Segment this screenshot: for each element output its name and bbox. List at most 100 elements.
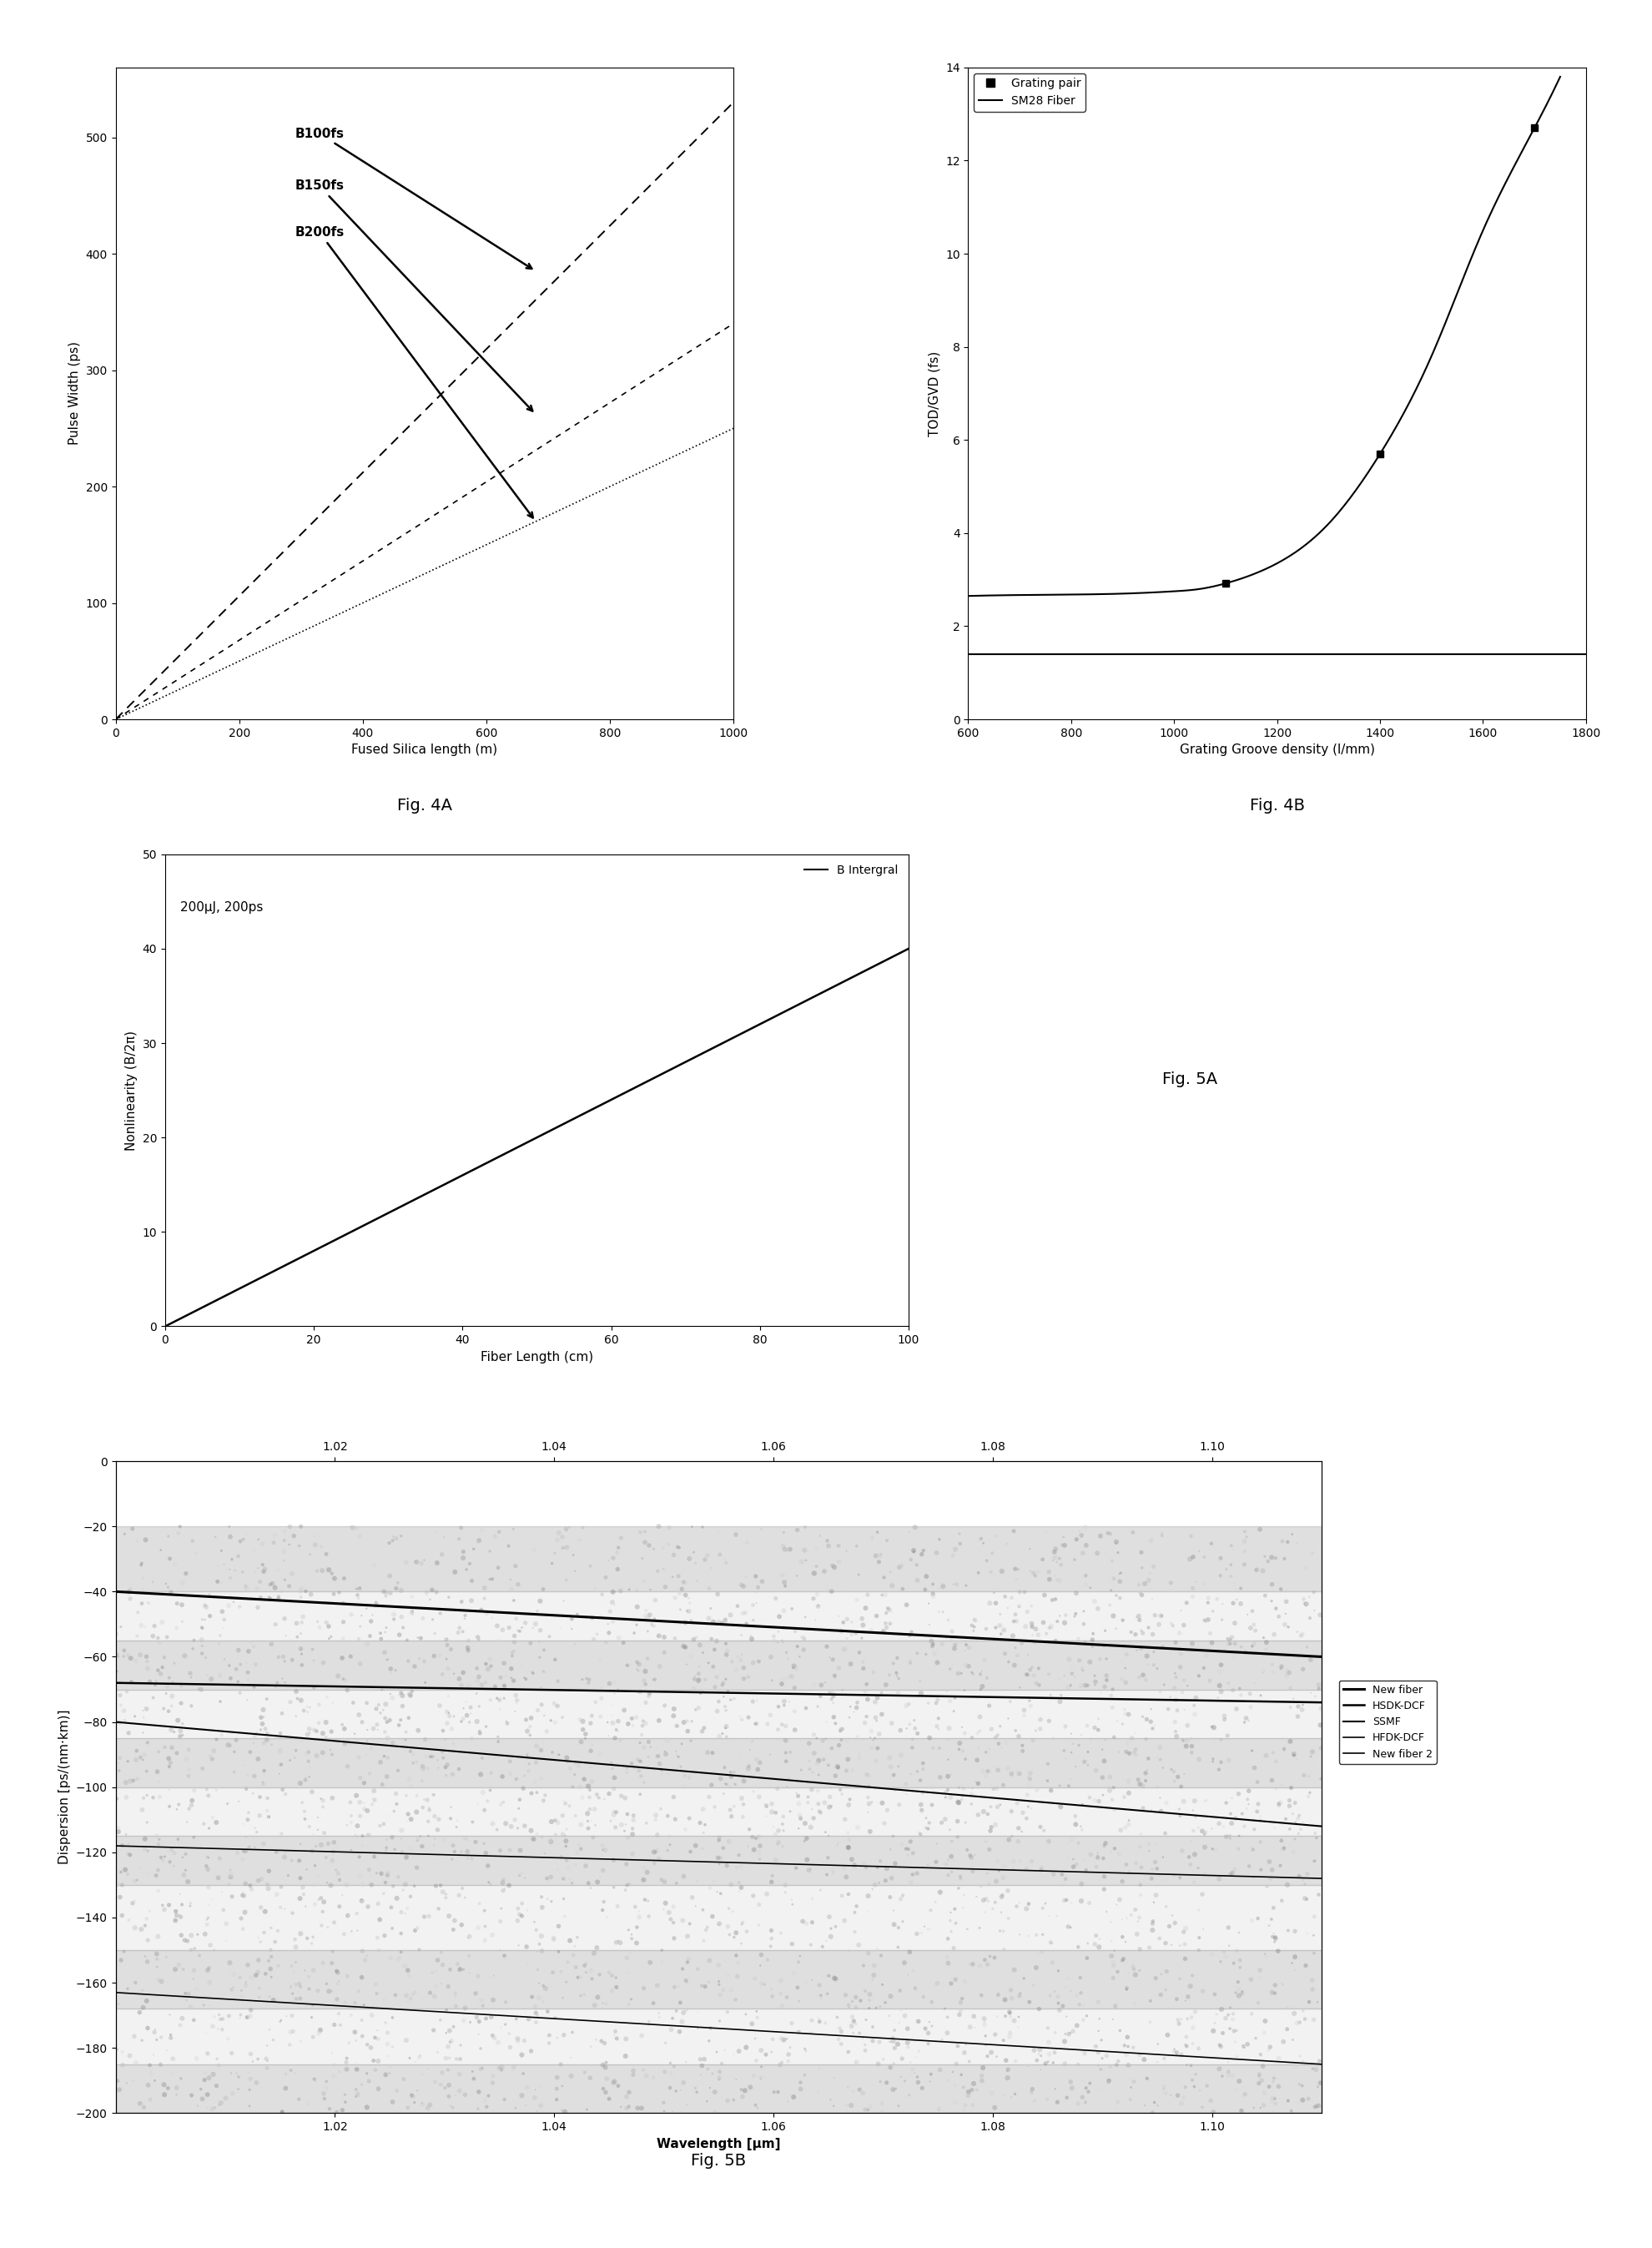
Point [1280,1796,1307,1832]
Point [502,1801,529,1837]
Point [1013,1801,1039,1837]
Point [264,1553,291,1589]
Point [1295,2082,1322,2118]
Point [1016,1769,1042,1805]
Point [1113,1969,1140,2005]
Point [398,1801,425,1837]
Point [282,1945,309,1980]
Point [720,1753,747,1789]
Point [572,1715,598,1751]
Point [965,1796,991,1832]
Point [1214,2043,1241,2079]
Point [1044,2084,1070,2120]
Point [421,1978,448,2014]
Point [573,2091,600,2127]
Point [1006,1670,1032,1706]
Point [748,1562,775,1598]
Point [694,1735,720,1771]
Point [233,1819,259,1855]
Point [899,1729,925,1765]
Point [826,2010,852,2046]
Point [349,1598,375,1634]
Point [831,1850,857,1886]
Point [388,1915,415,1951]
Point [834,1861,861,1897]
Point [915,1911,942,1947]
Point [745,1569,771,1605]
Point [529,1918,555,1954]
Point [839,1616,866,1652]
Point [1148,1976,1175,2012]
Point [438,1632,464,1668]
Point [1115,2028,1142,2064]
Point [1026,1668,1052,1704]
Point [828,1713,854,1749]
Point [259,1565,286,1601]
Point [841,1913,867,1949]
Point [494,1706,520,1742]
Point [881,2023,907,2059]
Point [705,1963,732,1998]
Point [1082,1668,1108,1704]
Point [154,2032,180,2068]
Point [515,1747,542,1783]
Point [1029,1542,1056,1578]
Point [818,1574,844,1610]
Point [192,1711,218,1747]
Point [643,1803,669,1839]
Point [808,1873,834,1909]
Point [773,1634,800,1670]
Point [337,1996,363,2032]
Point [370,1693,396,1729]
Point [970,1753,996,1789]
Point [869,1578,895,1614]
Point [373,1704,400,1740]
Point [796,2077,823,2113]
Point [892,1767,919,1803]
Point [595,1542,621,1578]
Point [1018,2075,1044,2111]
Point [674,1565,700,1601]
Point [887,1974,914,2010]
Point [218,1661,244,1697]
Point [354,1794,380,1830]
Point [1262,1589,1289,1625]
Point [1282,1913,1308,1949]
Point [563,1949,590,1985]
Point [560,1538,586,1574]
Point [952,1673,978,1708]
Point [1120,1515,1146,1551]
Point [591,2025,618,2061]
Point [1127,1767,1153,1803]
Point [960,2066,986,2102]
Point [349,1960,375,1996]
Point [324,1980,350,2016]
Point [1074,1668,1100,1704]
Point [344,1895,370,1931]
Point [316,1974,342,2010]
Point [474,1848,501,1884]
Point [347,1839,373,1875]
Point [624,2091,651,2127]
Point [755,1706,781,1742]
Point [510,2023,537,2059]
Point [542,1803,568,1839]
Point [296,1810,322,1846]
Point [172,1639,198,1675]
Point [828,1711,854,1747]
Point [337,1639,363,1675]
Point [572,1947,598,1983]
Point [1191,1650,1218,1686]
Point [674,1594,700,1630]
Point [135,1922,162,1958]
Point [1146,1729,1173,1765]
Point [1056,1825,1082,1861]
Point [598,1803,624,1839]
Point [210,1594,236,1630]
Point [864,1679,890,1715]
Point [902,2055,928,2091]
Point [990,1877,1016,1913]
Point [691,1814,717,1850]
Point [895,1686,922,1722]
Point [942,1963,968,1998]
